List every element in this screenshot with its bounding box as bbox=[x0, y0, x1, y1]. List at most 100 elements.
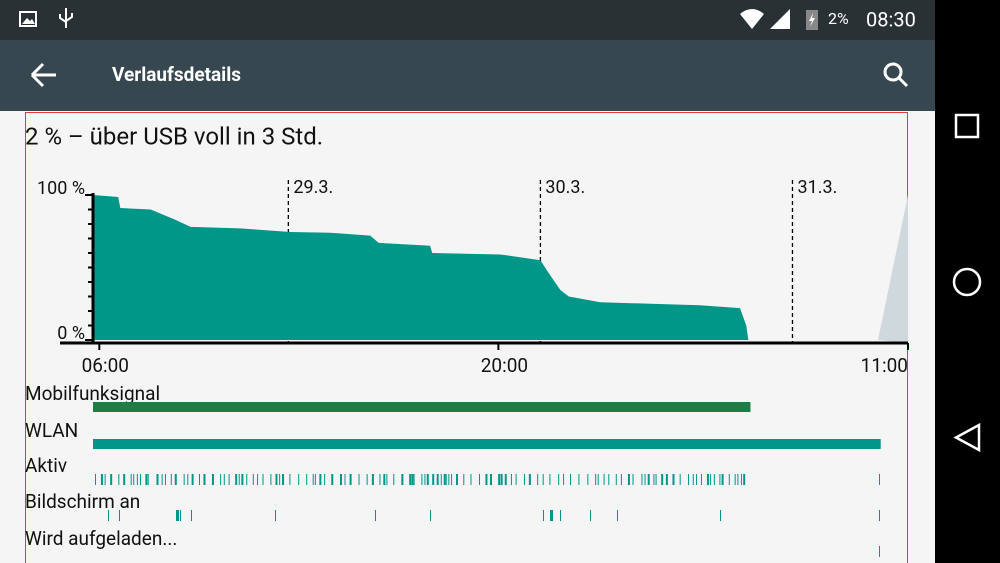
active-tick bbox=[279, 474, 281, 485]
active-tick bbox=[270, 474, 272, 485]
active-tick bbox=[319, 474, 322, 485]
battery-area bbox=[93, 195, 749, 340]
active-tick bbox=[655, 474, 657, 485]
screen-tick bbox=[178, 510, 179, 521]
back-nav-button[interactable] bbox=[953, 422, 981, 453]
row-label: Wird aufgeladen... bbox=[25, 527, 177, 550]
active-tick bbox=[409, 474, 412, 485]
screen-tick bbox=[430, 510, 431, 521]
active-tick bbox=[203, 474, 206, 485]
active-tick bbox=[445, 474, 447, 485]
active-tick bbox=[542, 474, 544, 485]
day-label: 29.3. bbox=[293, 177, 333, 198]
active-tick bbox=[275, 474, 278, 485]
home-button[interactable] bbox=[952, 267, 982, 297]
clock: 08:30 bbox=[866, 7, 916, 31]
active-tick bbox=[257, 474, 259, 485]
active-tick bbox=[118, 474, 120, 485]
active-tick bbox=[339, 474, 342, 485]
active-tick bbox=[306, 474, 308, 485]
active-tick bbox=[578, 474, 580, 485]
active-tick bbox=[632, 474, 634, 485]
active-tick bbox=[620, 474, 622, 485]
active-tick bbox=[597, 474, 599, 485]
active-tick bbox=[688, 474, 690, 485]
active-tick bbox=[734, 474, 736, 485]
active-tick bbox=[647, 474, 650, 485]
active-tick bbox=[156, 474, 159, 485]
active-tick bbox=[498, 474, 501, 485]
nav-bar bbox=[935, 0, 1000, 563]
active-tick bbox=[661, 474, 664, 485]
active-tick bbox=[443, 474, 446, 485]
active-tick bbox=[386, 474, 388, 485]
active-tick bbox=[211, 474, 214, 485]
active-tick bbox=[713, 474, 715, 485]
active-tick bbox=[174, 474, 177, 485]
active-tick bbox=[563, 474, 565, 485]
x-tick-label: 11:00 bbox=[861, 354, 908, 377]
active-tick bbox=[504, 474, 507, 485]
active-tick bbox=[743, 474, 746, 485]
row-label: Mobilfunksignal bbox=[25, 382, 160, 405]
active-tick bbox=[627, 474, 630, 485]
screen-tick bbox=[560, 510, 561, 521]
active-tick bbox=[432, 474, 435, 485]
active-tick bbox=[349, 474, 352, 485]
active-tick bbox=[228, 474, 230, 485]
active-tick bbox=[136, 474, 138, 485]
active-tick bbox=[164, 474, 166, 485]
active-tick bbox=[424, 474, 426, 485]
active-tick bbox=[314, 474, 316, 485]
active-tick bbox=[145, 474, 148, 485]
active-tick bbox=[312, 474, 314, 485]
recents-button[interactable] bbox=[954, 113, 980, 139]
active-tick bbox=[679, 474, 681, 485]
active-tick bbox=[133, 474, 135, 485]
active-tick bbox=[489, 474, 492, 485]
active-tick bbox=[700, 474, 702, 485]
active-tick bbox=[191, 474, 194, 485]
active-tick bbox=[456, 474, 459, 485]
active-tick bbox=[223, 474, 225, 485]
active-tick bbox=[463, 474, 465, 485]
active-tick bbox=[161, 474, 163, 485]
row-bar bbox=[93, 402, 751, 412]
active-tick bbox=[608, 474, 610, 485]
active-tick bbox=[238, 474, 240, 485]
active-tick bbox=[728, 474, 730, 485]
active-tick bbox=[587, 474, 589, 485]
active-tick bbox=[262, 474, 264, 485]
active-tick bbox=[879, 474, 880, 485]
active-tick bbox=[298, 474, 300, 485]
active-tick bbox=[595, 474, 597, 485]
active-tick bbox=[719, 474, 721, 485]
active-tick bbox=[289, 474, 291, 485]
active-tick bbox=[220, 474, 222, 485]
active-tick bbox=[123, 474, 126, 485]
day-label: 31.3. bbox=[797, 177, 837, 198]
screen-tick bbox=[550, 510, 553, 521]
screen-tick bbox=[176, 510, 179, 521]
active-tick bbox=[470, 474, 472, 485]
screen-tick bbox=[180, 510, 181, 521]
active-tick bbox=[448, 474, 450, 485]
screen-tick bbox=[191, 510, 192, 521]
wifi-icon bbox=[740, 9, 764, 29]
active-tick bbox=[366, 474, 368, 485]
screen-tick bbox=[590, 510, 591, 521]
active-tick bbox=[199, 474, 201, 485]
prediction-area bbox=[878, 195, 908, 343]
active-tick bbox=[692, 474, 694, 485]
active-tick bbox=[235, 474, 238, 485]
search-button[interactable] bbox=[883, 62, 909, 88]
screen-tick bbox=[119, 510, 120, 521]
active-tick bbox=[436, 474, 439, 485]
active-tick bbox=[665, 474, 668, 485]
battery-text: 2% bbox=[828, 9, 849, 28]
screen-tick bbox=[617, 510, 618, 521]
back-button[interactable] bbox=[30, 62, 56, 88]
active-tick bbox=[324, 474, 326, 485]
active-tick bbox=[672, 474, 675, 485]
row-label: WLAN bbox=[25, 419, 78, 442]
